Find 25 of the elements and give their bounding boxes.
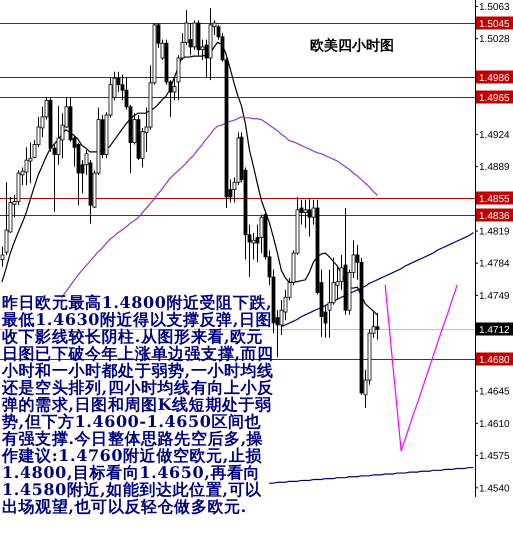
y-tick-label: 1.4749 [479, 290, 510, 302]
candlestick [376, 312, 380, 340]
candlestick [308, 197, 312, 238]
y-tick-label: 1.4924 [479, 130, 510, 141]
ref-line-label: 1.4965 [479, 93, 510, 104]
y-tick-label: 1.4645 [479, 386, 510, 398]
y-tick-label: 1.4819 [479, 226, 510, 238]
candlestick [28, 142, 32, 184]
ref-line-label: 1.4712 [479, 325, 510, 336]
y-tick-label: 1.4889 [479, 162, 510, 174]
y-tick-label: 1.4540 [479, 483, 510, 494]
candlestick [24, 146, 28, 186]
text: 欧美四小时图 [310, 37, 394, 54]
candlestick [304, 199, 308, 229]
ref-line-label: 1.4855 [479, 194, 510, 205]
y-tick-label: 1.4784 [479, 258, 510, 270]
y-tick-label: 1.5063 [479, 2, 510, 13]
y-tick-label: 1.4575 [479, 451, 510, 462]
y-tick-label: 1.4610 [479, 418, 510, 430]
y-tick-label: 1.5028 [479, 34, 510, 46]
ref-line-label: 1.4680 [479, 355, 510, 366]
text: 昨日欧元最高1.4800附近受阻下跌,最低1.4630附近得以支撑反弹,日图收下影线较长阴柱.从图形来看,欧元日图已下破今年上涨单边强支撑,而四小时和一小时都处于弱势,一小时均线还是空头排列,四小时均线有向上小反弹的需求,日图和周图K线短期处于弱势,但下方1.4600-1.4650区间也有强支撑.今日整体思路先空后多,操作建议:1.4760附近做空欧元,止损1.4800,目标看向1.4650,再看向1.4580附近,如能到达此位置,可以出场观望,也可以反轻仓做多欧元. [2, 293, 274, 516]
ref-line-label: 1.4986 [479, 73, 510, 84]
ref-line-label: 1.5045 [479, 19, 510, 30]
ref-line-label: 1.4836 [479, 211, 510, 222]
